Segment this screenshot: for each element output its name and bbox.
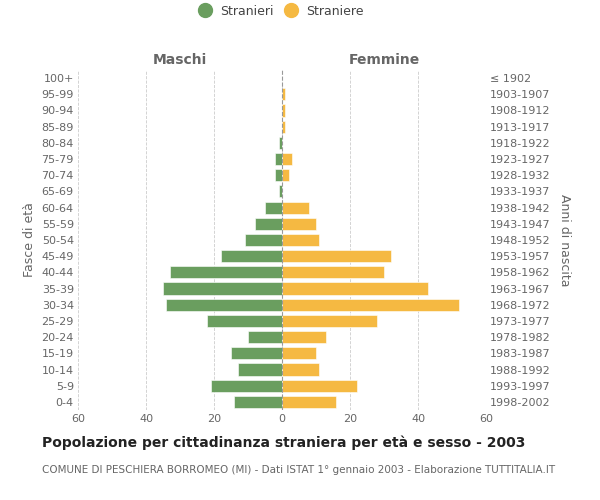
Bar — [275, 153, 282, 165]
Text: COMUNE DI PESCHIERA BORROMEO (MI) - Dati ISTAT 1° gennaio 2003 - Elaborazione TU: COMUNE DI PESCHIERA BORROMEO (MI) - Dati… — [42, 465, 555, 475]
Bar — [265, 202, 282, 213]
Bar — [282, 348, 316, 360]
Bar — [221, 250, 282, 262]
Text: Maschi: Maschi — [153, 53, 207, 67]
Bar — [282, 364, 319, 376]
Bar — [282, 282, 428, 294]
Bar — [170, 266, 282, 278]
Bar — [166, 298, 282, 311]
Bar — [282, 169, 289, 181]
Y-axis label: Anni di nascita: Anni di nascita — [558, 194, 571, 286]
Bar — [231, 348, 282, 360]
Bar — [278, 137, 282, 149]
Bar — [235, 396, 282, 408]
Bar — [282, 153, 292, 165]
Bar — [282, 396, 337, 408]
Text: Femmine: Femmine — [349, 53, 419, 67]
Y-axis label: Fasce di età: Fasce di età — [23, 202, 36, 278]
Bar — [282, 250, 391, 262]
Bar — [282, 234, 319, 246]
Bar — [163, 282, 282, 294]
Bar — [282, 120, 286, 132]
Bar — [282, 380, 357, 392]
Bar — [282, 331, 326, 343]
Bar — [282, 202, 309, 213]
Bar — [282, 298, 459, 311]
Bar — [282, 104, 286, 117]
Bar — [282, 218, 316, 230]
Bar — [245, 234, 282, 246]
Bar — [211, 380, 282, 392]
Legend: Stranieri, Straniere: Stranieri, Straniere — [197, 2, 368, 22]
Bar — [207, 315, 282, 327]
Bar — [238, 364, 282, 376]
Text: Popolazione per cittadinanza straniera per età e sesso - 2003: Popolazione per cittadinanza straniera p… — [42, 435, 526, 450]
Bar — [255, 218, 282, 230]
Bar — [275, 169, 282, 181]
Bar — [282, 315, 377, 327]
Bar — [282, 266, 384, 278]
Bar — [282, 88, 286, 101]
Bar — [278, 186, 282, 198]
Bar — [248, 331, 282, 343]
